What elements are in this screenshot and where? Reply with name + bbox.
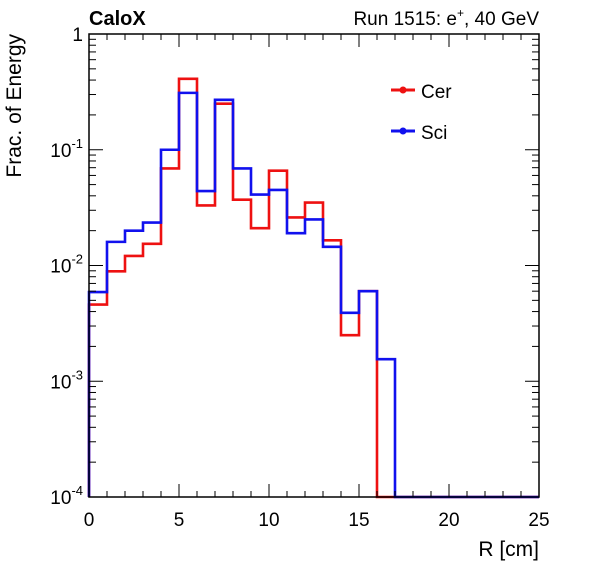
x-tick-label: 10 bbox=[258, 510, 279, 531]
y-tick-label: 1 bbox=[72, 25, 83, 46]
histogram-series bbox=[87, 77, 539, 499]
y-tick-label: 10-4 bbox=[50, 483, 83, 509]
axis-tick-labels: 0 5 10 15 20 25 10-4 10-3 10-2 10-1 1 bbox=[50, 25, 549, 531]
header-left: CaloX bbox=[89, 8, 146, 30]
series-sci-line bbox=[87, 91, 539, 499]
x-tick-label: 5 bbox=[174, 510, 185, 531]
x-tick-label: 0 bbox=[84, 510, 95, 531]
legend: Cer Sci bbox=[391, 82, 452, 144]
x-tick-label: 20 bbox=[438, 510, 459, 531]
legend-sci-label: Sci bbox=[421, 123, 447, 144]
y-tick-label: 10-1 bbox=[50, 136, 83, 162]
y-axis-label: Frac. of Energy bbox=[3, 34, 26, 178]
x-tick-label: 25 bbox=[528, 510, 549, 531]
legend-cer-marker bbox=[399, 86, 407, 94]
legend-cer-label: Cer bbox=[421, 82, 452, 103]
axis-ticks bbox=[88, 34, 540, 497]
series-cer-line bbox=[87, 77, 539, 499]
legend-sci-marker bbox=[399, 127, 407, 135]
x-axis-label: R [cm] bbox=[478, 538, 539, 561]
y-tick-label: 10-3 bbox=[50, 367, 83, 393]
x-tick-label: 15 bbox=[348, 510, 369, 531]
y-tick-label: 10-2 bbox=[50, 252, 83, 278]
header-right: Run 1515: e+, 40 GeV bbox=[353, 6, 539, 30]
plot-frame bbox=[88, 33, 540, 498]
